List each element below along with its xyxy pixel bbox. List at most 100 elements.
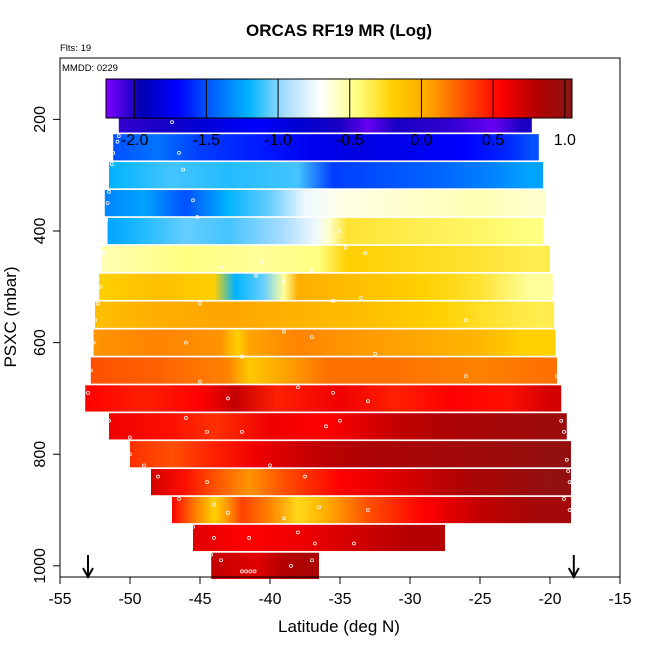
sample-point [219, 265, 223, 270]
sample-point [88, 368, 93, 373]
colorbar-tick-label: -1.5 [193, 132, 221, 149]
sample-point [184, 416, 188, 420]
heatmap-cell [95, 301, 555, 328]
plot-area [85, 106, 572, 579]
heatmap-row [113, 134, 539, 161]
colorbar-gradient [105, 78, 573, 119]
sample-point [104, 217, 109, 222]
sample-point [184, 340, 188, 345]
sample-point [142, 463, 146, 468]
x-tick-label: -30 [398, 591, 421, 608]
sample-point [226, 510, 230, 515]
sample-point [310, 268, 314, 272]
sample-point [312, 541, 317, 546]
heatmap-row [107, 217, 543, 245]
colorbar-tick-label: 0.0 [410, 132, 432, 149]
heatmap-cell [85, 385, 562, 412]
sample-point [109, 162, 114, 166]
sample-point [562, 496, 566, 501]
sample-point [205, 480, 209, 485]
x-tick-label: -35 [328, 591, 351, 608]
sample-point [95, 301, 100, 306]
x-tick-label: -55 [48, 591, 71, 608]
heatmap-row [85, 385, 562, 412]
y-tick-label: 200 [32, 106, 49, 133]
y-tick-label: 800 [32, 441, 49, 468]
heatmap-row [151, 469, 571, 496]
colorbar-tick-label: 1.0 [554, 132, 576, 149]
colorbar-tick-label: -2.0 [121, 132, 149, 149]
sample-point [303, 474, 307, 479]
sample-point [107, 418, 111, 423]
x-tick-label: -45 [188, 591, 211, 608]
sample-point [212, 502, 216, 507]
x-tick-label: -40 [258, 591, 281, 608]
sample-point [100, 262, 104, 267]
sample-point [464, 374, 468, 378]
sample-point [198, 379, 202, 384]
sample-point [562, 430, 566, 434]
sample-point [310, 335, 314, 339]
sample-point [116, 134, 121, 139]
sample-point [91, 340, 96, 345]
sample-point [93, 318, 97, 323]
sample-point [181, 167, 186, 172]
sample-point [102, 229, 107, 233]
sample-point [247, 536, 251, 540]
arrow-head [82, 567, 94, 580]
sample-point [156, 474, 160, 479]
heatmap-cell [172, 496, 571, 524]
sample-point [338, 418, 342, 423]
arrow-marker [82, 555, 94, 580]
sample-point [317, 505, 321, 510]
heatmap-row [109, 162, 543, 189]
sample-point [363, 251, 368, 256]
sample-point [226, 396, 230, 401]
x-tick-label: -15 [608, 591, 631, 608]
sample-point [352, 541, 356, 546]
colorbar-tick-label: -0.5 [336, 132, 364, 149]
heatmap-cell [107, 217, 543, 245]
sample-point [359, 296, 363, 300]
heatmap-row [95, 301, 555, 328]
heatmap-row [130, 441, 571, 468]
sample-point [317, 226, 321, 231]
heatmap-row [211, 552, 319, 579]
heatmap-cell [113, 134, 539, 161]
heatmap-cell [151, 469, 571, 496]
date-label: MMDD: 0229 [62, 63, 118, 74]
y-tick-label: 1000 [32, 548, 49, 584]
sample-point [366, 508, 370, 512]
sample-point [128, 452, 132, 457]
sample-point [240, 354, 244, 359]
sample-point [331, 298, 335, 303]
sample-point [567, 480, 572, 485]
y-tick-label: 600 [32, 329, 49, 356]
heatmap-cell [211, 552, 319, 579]
sample-point [177, 496, 181, 501]
sample-point [282, 279, 286, 284]
colorbar: -2.0 -1.5 -1.0 -0.5 0.0 0.5 1.0 [105, 78, 576, 149]
sample-point [464, 318, 468, 323]
sample-point [550, 296, 555, 300]
sample-point [191, 524, 195, 529]
heatmap-row [193, 524, 445, 552]
colorbar-tick-label: -1.0 [264, 132, 292, 149]
heatmap-row [90, 357, 558, 384]
sample-point [254, 273, 258, 278]
x-tick-label: -20 [538, 591, 561, 608]
heatmap-cell [102, 245, 550, 273]
colorbar-tick-label: 0.5 [482, 132, 504, 149]
heatmap-cell [109, 162, 543, 189]
heatmap-row [109, 413, 567, 440]
heatmap-cell [99, 273, 553, 300]
sample-point [324, 424, 328, 429]
heatmap-row [104, 189, 546, 217]
sample-point [296, 530, 300, 535]
sample-point [373, 351, 377, 356]
heatmap-row [102, 245, 550, 273]
sample-point [195, 215, 200, 219]
sample-point [252, 569, 257, 574]
sample-point [310, 558, 314, 563]
